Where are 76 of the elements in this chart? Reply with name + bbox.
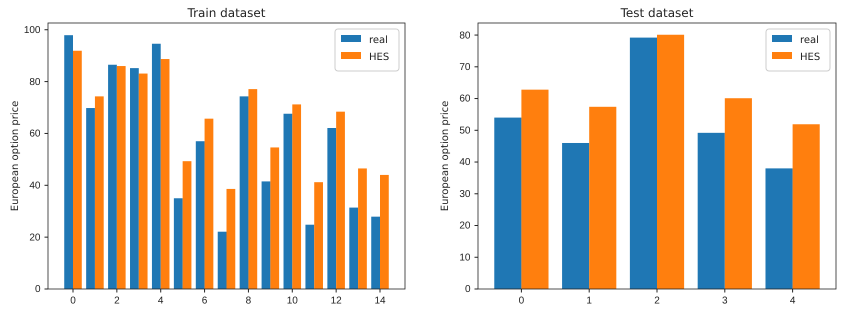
- bar: [371, 216, 380, 289]
- x-tick-label: 12: [330, 296, 342, 307]
- y-tick-label: 50: [459, 125, 471, 136]
- y-tick-label: 40: [29, 180, 41, 192]
- bar: [116, 66, 126, 289]
- x-tick-label: 2: [114, 296, 120, 307]
- bar: [494, 118, 522, 289]
- x-tick-label: 6: [202, 296, 208, 307]
- x-tick-label: 1: [586, 296, 592, 307]
- bar: [108, 64, 117, 289]
- bar: [305, 224, 314, 289]
- bar: [698, 132, 725, 289]
- bar: [204, 118, 214, 289]
- bar: [657, 34, 684, 289]
- legend-label: real: [800, 35, 819, 46]
- bar: [380, 174, 389, 289]
- x-tick-label: 14: [374, 296, 386, 307]
- bar: [226, 188, 236, 289]
- x-tick-label: 2: [654, 296, 660, 307]
- y-tick-label: 70: [459, 62, 471, 74]
- bar: [130, 68, 139, 289]
- y-tick-label: 80: [459, 30, 471, 42]
- bar: [94, 96, 104, 289]
- bar: [64, 35, 73, 289]
- y-axis-title: European option price: [440, 100, 451, 212]
- bar: [589, 106, 616, 289]
- bar: [196, 141, 205, 289]
- bar: [174, 198, 183, 289]
- legend-label: real: [369, 35, 388, 46]
- y-tick-label: 60: [459, 94, 471, 105]
- x-tick-label: 4: [158, 296, 164, 307]
- x-tick-label: 3: [722, 296, 728, 307]
- bar: [336, 112, 345, 289]
- bar: [284, 114, 292, 289]
- y-tick-label: 0: [34, 284, 41, 296]
- legend-label: HES: [369, 52, 390, 63]
- bar: [349, 208, 358, 289]
- legend-label: HES: [800, 52, 820, 63]
- bar: [138, 74, 148, 289]
- y-tick-label: 40: [459, 157, 471, 168]
- chart-title: Test dataset: [620, 6, 694, 20]
- y-tick-label: 80: [29, 76, 41, 88]
- y-axis-title: European option price: [10, 100, 21, 212]
- y-tick-label: 20: [459, 220, 471, 232]
- x-tick-label: 10: [286, 296, 298, 307]
- y-tick-label: 20: [29, 232, 41, 244]
- bar: [314, 182, 323, 289]
- bar: [240, 96, 248, 289]
- bar: [292, 104, 302, 289]
- bar: [792, 124, 820, 289]
- x-tick-label: 0: [70, 296, 76, 307]
- bar: [218, 232, 226, 289]
- y-tick-label: 10: [459, 252, 471, 264]
- bar: [630, 38, 657, 289]
- bar: [724, 98, 752, 289]
- bar: [73, 50, 82, 289]
- x-tick-label: 0: [518, 296, 525, 307]
- bar: [248, 89, 258, 289]
- bar: [152, 44, 161, 289]
- bar: [182, 161, 192, 289]
- y-tick-label: 0: [464, 284, 471, 296]
- bar: [270, 147, 280, 289]
- bar: [86, 108, 95, 289]
- bar: [521, 90, 549, 289]
- x-tick-label: 4: [790, 296, 796, 307]
- chart-title: Train dataset: [186, 6, 266, 20]
- y-tick-label: 60: [29, 128, 41, 140]
- y-tick-label: 100: [24, 24, 41, 36]
- bar: [160, 59, 170, 289]
- y-tick-label: 30: [459, 188, 471, 200]
- bar: [358, 168, 367, 289]
- bar: [562, 142, 590, 289]
- bar: [262, 181, 270, 289]
- bar: [765, 168, 793, 289]
- bar: [327, 128, 336, 289]
- x-tick-label: 8: [246, 296, 252, 307]
